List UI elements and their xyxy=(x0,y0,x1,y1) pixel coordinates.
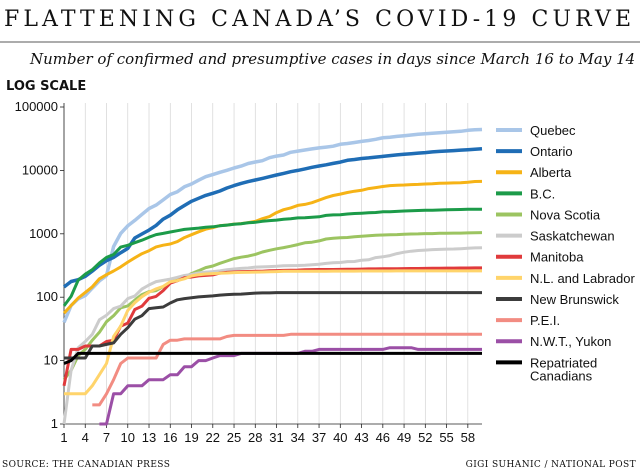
y-tick-label: 1 xyxy=(51,416,58,431)
y-tick-label: 1000 xyxy=(29,226,58,241)
source-note: SOURCE: THE CANADIAN PRESS xyxy=(2,460,170,470)
series-line-new-brunswick xyxy=(64,291,482,360)
legend: Quebec Ontario Alberta B.C. Nova Scotia Saska… xyxy=(496,123,635,383)
legend-label-manitoba: Manitoba xyxy=(530,250,584,265)
chart-subtitle: Number of confirmed and presumptive case… xyxy=(29,50,635,68)
legend-label-new-brunswick: New Brunswick xyxy=(530,292,619,307)
series-line-ontario xyxy=(62,147,483,289)
log-scale-label: LOG SCALE xyxy=(6,79,86,94)
x-tick-label: 49 xyxy=(397,430,411,445)
series-line-b-c xyxy=(62,207,482,307)
x-tick-label: 34 xyxy=(291,430,305,445)
chart-title: FLATTENING CANADA’S COVID-19 CURVE xyxy=(4,7,634,32)
series-line-n-l-and-labrador xyxy=(64,269,482,396)
x-tick-label: 46 xyxy=(376,430,390,445)
x-tick-label: 19 xyxy=(184,430,198,445)
x-tick-label: 13 xyxy=(142,430,156,445)
x-axis: 1 4 7 10 13 16 19 22 25 28 31 34 37 40 43 46 49 52 55 58 xyxy=(60,423,482,445)
legend-label-nova-scotia: Nova Scotia xyxy=(530,207,601,222)
x-tick-label: 55 xyxy=(439,430,453,445)
x-tick-label: 52 xyxy=(418,430,432,445)
legend-label-n-l-and-labrador: N.L. and Labrador xyxy=(530,271,635,286)
series-line-alberta xyxy=(62,179,483,315)
series-lines xyxy=(62,127,483,426)
y-tick-label: 10000 xyxy=(22,162,58,177)
x-tick-label: 10 xyxy=(121,430,135,445)
x-tick-label: 22 xyxy=(206,430,220,445)
series-line-saskatchewan xyxy=(62,246,483,425)
series-line-repatriated-canadians xyxy=(63,351,482,365)
legend-label-n-w-t-yukon: N.W.T., Yukon xyxy=(530,334,611,349)
x-tick-label: 25 xyxy=(227,430,241,445)
series-line-quebec xyxy=(62,127,483,324)
series-line-nova-scotia xyxy=(62,231,483,381)
x-tick-label: 37 xyxy=(312,430,326,445)
x-tick-label: 58 xyxy=(461,430,475,445)
x-tick-label: 16 xyxy=(163,430,177,445)
y-tick-label: 100 xyxy=(36,289,58,304)
y-axis: 1 10 100 1000 10000 100000 xyxy=(15,99,65,431)
legend-label-p-e-i: P.E.I. xyxy=(530,313,560,328)
x-tick-label: 7 xyxy=(103,430,110,445)
x-tick-label: 40 xyxy=(333,430,347,445)
legend-label-ontario: Ontario xyxy=(530,144,573,159)
y-tick-label: 100000 xyxy=(15,99,58,114)
x-tick-label: 43 xyxy=(354,430,368,445)
y-tick-label: 10 xyxy=(44,353,58,368)
legend-label-b-c: B.C. xyxy=(530,186,555,201)
legend-label-quebec: Quebec xyxy=(530,123,576,138)
x-tick-label: 28 xyxy=(248,430,262,445)
series-line-p-e-i xyxy=(92,332,482,407)
x-tick-label: 4 xyxy=(82,430,89,445)
credit-note: GIGI SUHANIC / NATIONAL POST xyxy=(466,460,636,470)
x-tick-label: 1 xyxy=(60,430,67,445)
legend-label-repatriated-canadians: Repatriated Canadians xyxy=(530,355,597,383)
legend-label-saskatchewan: Saskatchewan xyxy=(530,229,615,244)
x-tick-label: 31 xyxy=(269,430,283,445)
legend-label-alberta: Alberta xyxy=(530,165,572,180)
